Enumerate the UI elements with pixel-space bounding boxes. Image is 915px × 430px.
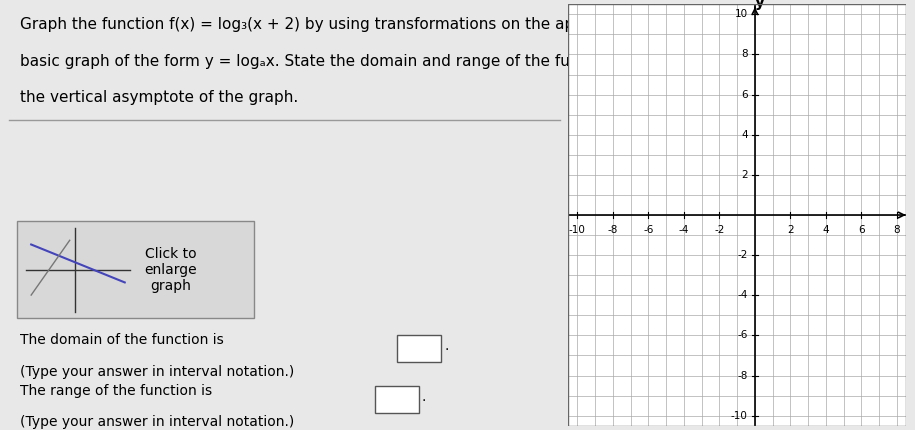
- Text: -4: -4: [679, 225, 689, 235]
- Text: 10: 10: [735, 9, 748, 19]
- Text: 6: 6: [741, 89, 748, 100]
- Text: 4: 4: [823, 225, 829, 235]
- Text: -2: -2: [715, 225, 725, 235]
- Text: .: .: [444, 339, 448, 353]
- FancyBboxPatch shape: [375, 386, 419, 413]
- Text: 2: 2: [787, 225, 793, 235]
- Text: Click to
enlarge
graph: Click to enlarge graph: [145, 246, 197, 293]
- Text: .: .: [422, 390, 426, 404]
- Text: 8: 8: [741, 49, 748, 59]
- Text: The range of the function is: The range of the function is: [20, 384, 212, 398]
- Text: 4: 4: [741, 130, 748, 140]
- Text: -8: -8: [608, 225, 618, 235]
- Text: -6: -6: [643, 225, 653, 235]
- Text: -6: -6: [737, 330, 748, 341]
- Text: 8: 8: [894, 225, 900, 235]
- Text: y: y: [755, 0, 765, 10]
- Text: -10: -10: [731, 411, 748, 421]
- Text: -8: -8: [737, 371, 748, 381]
- Text: (Type your answer in interval notation.): (Type your answer in interval notation.): [20, 415, 295, 429]
- Text: 6: 6: [858, 225, 865, 235]
- FancyBboxPatch shape: [397, 335, 441, 362]
- Text: -2: -2: [737, 250, 748, 260]
- Text: (Type your answer in interval notation.): (Type your answer in interval notation.): [20, 365, 295, 378]
- Text: basic graph of the form y = logₐx. State the domain and range of the function an: basic graph of the form y = logₐx. State…: [20, 54, 651, 69]
- Text: the vertical asymptote of the graph.: the vertical asymptote of the graph.: [20, 90, 298, 105]
- Text: 2: 2: [741, 170, 748, 180]
- FancyBboxPatch shape: [17, 221, 254, 318]
- Text: Graph the function f(x) = log₃(x + 2) by using transformations on the appropriat: Graph the function f(x) = log₃(x + 2) by…: [20, 17, 645, 32]
- Text: -4: -4: [737, 290, 748, 300]
- Text: -10: -10: [569, 225, 586, 235]
- Text: The domain of the function is: The domain of the function is: [20, 333, 224, 347]
